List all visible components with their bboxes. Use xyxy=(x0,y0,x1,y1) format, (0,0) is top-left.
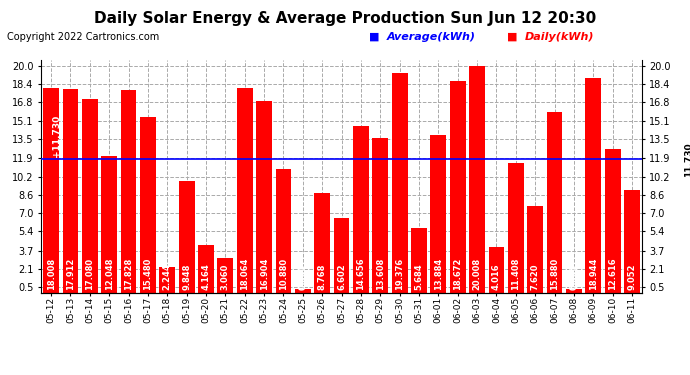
Text: 11.408: 11.408 xyxy=(511,258,520,291)
Bar xyxy=(411,228,427,292)
Text: 9.052: 9.052 xyxy=(627,264,636,291)
Bar xyxy=(295,288,310,292)
Bar xyxy=(546,112,562,292)
Text: 13.884: 13.884 xyxy=(434,258,443,291)
Text: 7.620: 7.620 xyxy=(531,264,540,291)
Text: Daily Solar Energy & Average Production Sun Jun 12 20:30: Daily Solar Energy & Average Production … xyxy=(94,11,596,26)
Text: 18.008: 18.008 xyxy=(47,258,56,291)
Text: 17.828: 17.828 xyxy=(124,258,133,291)
Text: 4.164: 4.164 xyxy=(201,264,210,291)
Text: 12.048: 12.048 xyxy=(105,258,114,291)
Text: 15.880: 15.880 xyxy=(550,258,559,291)
Bar xyxy=(140,117,156,292)
Bar xyxy=(43,88,59,292)
Text: ■: ■ xyxy=(369,32,380,42)
Bar xyxy=(217,258,233,292)
Bar xyxy=(604,149,620,292)
Bar xyxy=(353,126,369,292)
Bar xyxy=(373,138,388,292)
Text: 12.616: 12.616 xyxy=(608,258,617,291)
Bar xyxy=(508,163,524,292)
Text: 3.060: 3.060 xyxy=(221,264,230,291)
Bar xyxy=(392,73,408,292)
Text: 0.000: 0.000 xyxy=(298,264,307,291)
Text: 6.602: 6.602 xyxy=(337,264,346,291)
Bar xyxy=(256,101,272,292)
Text: 15.480: 15.480 xyxy=(144,258,152,291)
Bar xyxy=(159,267,175,292)
Text: Average(kWh): Average(kWh) xyxy=(386,32,475,42)
Text: 13.608: 13.608 xyxy=(376,258,385,291)
Text: 4.016: 4.016 xyxy=(492,264,501,291)
Text: 16.904: 16.904 xyxy=(259,258,268,291)
Text: 17.912: 17.912 xyxy=(66,258,75,291)
Bar xyxy=(179,181,195,292)
Text: 14.656: 14.656 xyxy=(357,258,366,291)
Text: 19.376: 19.376 xyxy=(395,258,404,291)
Bar xyxy=(527,206,543,292)
Text: 9.848: 9.848 xyxy=(182,264,191,291)
Bar xyxy=(198,245,214,292)
Text: 18.672: 18.672 xyxy=(453,258,462,291)
Bar xyxy=(82,99,98,292)
Text: 8.768: 8.768 xyxy=(317,264,326,291)
Bar xyxy=(431,135,446,292)
Text: 0.000: 0.000 xyxy=(569,264,578,291)
Text: 11.730: 11.730 xyxy=(684,142,690,177)
Bar xyxy=(469,66,485,292)
Bar xyxy=(314,193,330,292)
Text: 17.080: 17.080 xyxy=(86,258,95,291)
Bar xyxy=(450,81,466,292)
Bar xyxy=(585,78,601,292)
Bar xyxy=(489,247,504,292)
Text: 5.684: 5.684 xyxy=(415,264,424,291)
Bar xyxy=(63,89,79,292)
Bar xyxy=(237,88,253,292)
Text: 20.008: 20.008 xyxy=(473,258,482,291)
Text: +11.730: +11.730 xyxy=(52,115,61,157)
Bar xyxy=(101,156,117,292)
Bar xyxy=(333,217,350,292)
Text: 2.244: 2.244 xyxy=(163,264,172,291)
Bar xyxy=(566,288,582,292)
Text: 18.944: 18.944 xyxy=(589,258,598,291)
Text: Daily(kWh): Daily(kWh) xyxy=(524,32,594,42)
Bar xyxy=(121,90,137,292)
Bar xyxy=(275,169,291,292)
Text: 18.064: 18.064 xyxy=(240,258,249,291)
Text: Copyright 2022 Cartronics.com: Copyright 2022 Cartronics.com xyxy=(7,32,159,42)
Text: 10.880: 10.880 xyxy=(279,258,288,291)
Bar xyxy=(624,190,640,292)
Text: ■: ■ xyxy=(507,32,518,42)
